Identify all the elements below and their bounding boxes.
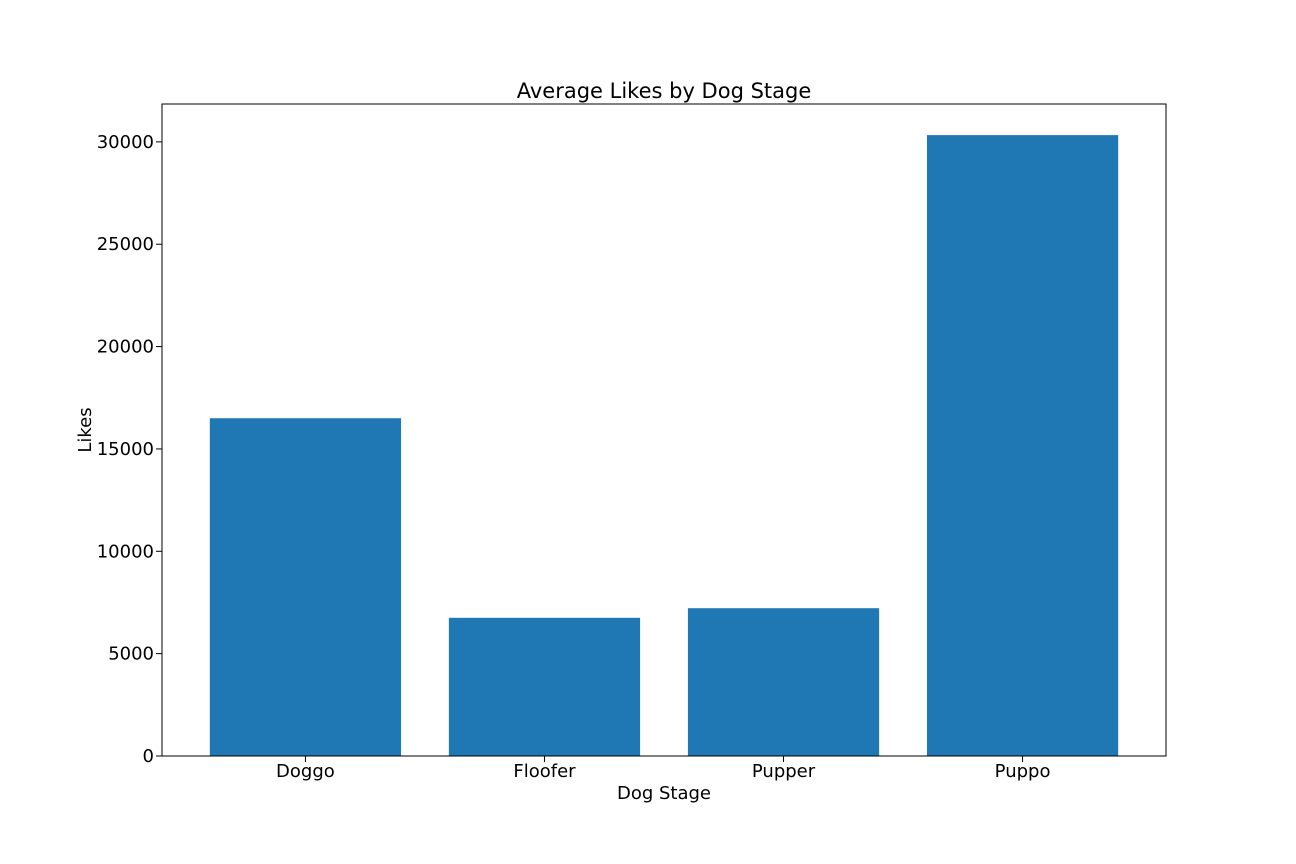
y-axis-label: Likes [75, 407, 96, 452]
x-tick-label-floofer: Floofer [513, 761, 576, 782]
y-tick-label: 25000 [97, 234, 154, 255]
chart-title: Average Likes by Dog Stage [517, 79, 812, 103]
y-tick-label: 10000 [97, 541, 154, 562]
bars-group [209, 135, 1119, 757]
y-tick-label: 30000 [97, 132, 154, 153]
bar-puppo [926, 135, 1119, 757]
y-tick-label: 15000 [97, 439, 154, 460]
y-tick-label: 20000 [97, 337, 154, 358]
x-tick-label-doggo: Doggo [276, 761, 335, 782]
bar-doggo [209, 418, 402, 756]
y-tick-label: 0 [143, 746, 154, 767]
bar-floofer [448, 617, 641, 756]
x-axis-ticks: Doggo Floofer Pupper Puppo [276, 756, 1050, 782]
x-tick-label-pupper: Pupper [752, 761, 816, 782]
bar-pupper [687, 608, 880, 756]
x-axis-label: Dog Stage [617, 783, 711, 804]
plot-area-frame [161, 103, 1167, 757]
x-tick-label-puppo: Puppo [995, 761, 1051, 782]
y-tick-label: 5000 [108, 644, 154, 665]
y-axis-ticks: 0 5000 10000 15000 20000 25000 30000 [97, 132, 162, 767]
